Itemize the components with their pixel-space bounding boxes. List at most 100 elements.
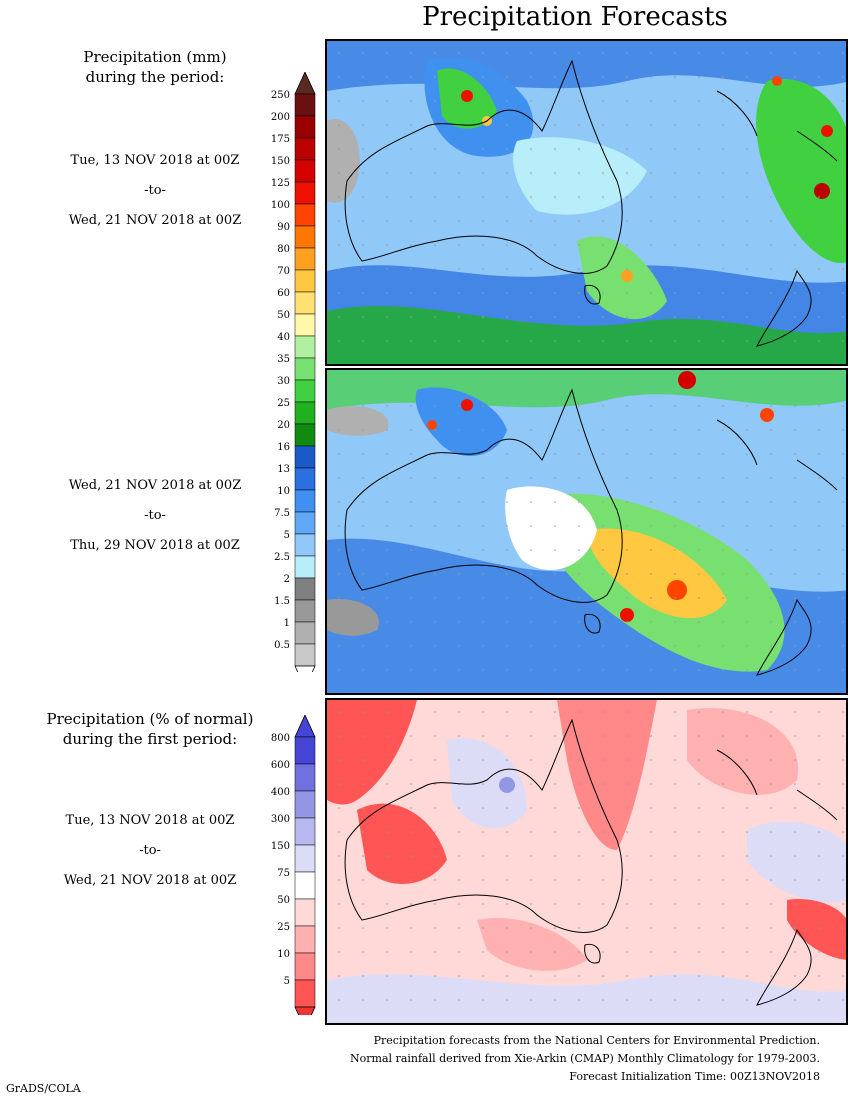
mm-legend-swatch (294, 203, 316, 227)
map-panel-period1 (325, 39, 848, 366)
pct-legend-swatch (294, 979, 316, 1008)
mm-legend-swatch (294, 489, 316, 513)
mm-legend-swatch (294, 137, 316, 161)
panel1-heading-line2: during the period: (85, 68, 225, 86)
pct-legend-tick-label: 50 (277, 895, 290, 906)
mm-legend-tick-label: 10 (277, 486, 290, 497)
mm-legend-tick-label: 5 (284, 530, 290, 541)
mm-legend-tick-label: 60 (277, 288, 290, 299)
mm-legend-tick-label: 16 (277, 442, 290, 453)
mm-legend-swatch (294, 577, 316, 601)
mm-legend-swatch (294, 533, 316, 557)
mm-legend-swatch (294, 225, 316, 249)
panel1-heading: Precipitation (mm) during the period: (40, 47, 270, 87)
pct-legend-swatch (294, 817, 316, 846)
precip-map-period2 (327, 370, 846, 693)
mm-legend-top-arrow (294, 72, 316, 95)
mm-legend-swatch (294, 643, 316, 667)
mm-legend-swatch (294, 313, 316, 337)
mm-legend-swatch (294, 159, 316, 183)
footer-line1: Precipitation forecasts from the Nationa… (373, 1034, 820, 1047)
mm-legend-swatch (294, 555, 316, 579)
panel2-start-date: Wed, 21 NOV 2018 at 00Z (68, 478, 242, 493)
percent-color-legend: 800 600 400 300 150 75 50 25 10 5 (271, 715, 316, 1015)
mm-legend-swatch (294, 621, 316, 645)
panel1-to: -to- (144, 183, 166, 198)
pct-legend-swatch (294, 844, 316, 873)
pct-legend-tick-label: 5 (284, 976, 290, 987)
pct-legend-swatch (294, 898, 316, 927)
map-panel-percent-normal (325, 698, 848, 1025)
pct-legend-swatch (294, 763, 316, 792)
mm-legend-swatch (294, 511, 316, 535)
grads-credit: GrADS/COLA (6, 1082, 81, 1095)
pct-legend-tick-label: 150 (271, 841, 290, 852)
mm-color-legend: 2502001751501251009080706050403530252016… (271, 72, 316, 672)
mm-legend-tick-label: 1.5 (274, 596, 290, 607)
page-title: Precipitation Forecasts (422, 2, 728, 32)
pct-legend-tick-label: 400 (271, 787, 290, 798)
panel2-end-date: Thu, 29 NOV 2018 at 00Z (70, 538, 240, 553)
mm-legend-tick-label: 80 (277, 244, 290, 255)
panel3-end-date: Wed, 21 NOV 2018 at 00Z (63, 873, 237, 888)
precip-map-period1 (327, 41, 846, 364)
pct-legend-swatch (294, 790, 316, 819)
mm-legend-tick-label: 2 (284, 574, 290, 585)
mm-legend-tick-label: 125 (271, 178, 290, 189)
mm-legend-tick-label: 70 (277, 266, 290, 277)
panel3-heading-line2: during the first period: (62, 730, 238, 748)
pct-legend-tick-label: 800 (271, 733, 290, 744)
mm-legend-tick-label: 50 (277, 310, 290, 321)
footer-line3: Forecast Initialization Time: 00Z13NOV20… (569, 1070, 820, 1083)
mm-legend-tick-label: 175 (271, 134, 290, 145)
panel1-start-date: Tue, 13 NOV 2018 at 00Z (70, 153, 240, 168)
pct-legend-tick-label: 600 (271, 760, 290, 771)
panel1-heading-line1: Precipitation (mm) (83, 48, 227, 66)
pct-legend-tick-label: 75 (277, 868, 290, 879)
mm-legend-tick-label: 90 (277, 222, 290, 233)
mm-legend-tick-label: 13 (277, 464, 290, 475)
pct-legend-tick-label: 10 (277, 949, 290, 960)
mm-legend-swatch (294, 115, 316, 139)
mm-legend-swatch (294, 335, 316, 359)
panel3-heading: Precipitation (% of normal) during the f… (35, 709, 265, 749)
mm-legend-bottom-arrow (294, 665, 316, 672)
pct-legend-swatch (294, 952, 316, 981)
pct-legend-bottom-arrow (294, 1006, 316, 1015)
pct-legend-swatch (294, 736, 316, 765)
mm-legend-swatch (294, 467, 316, 491)
mm-legend-tick-label: 7.5 (274, 508, 290, 519)
mm-legend-swatch (294, 93, 316, 117)
panel3-to: -to- (139, 843, 161, 858)
mm-legend-tick-label: 2.5 (274, 552, 290, 563)
percent-normal-map (327, 700, 846, 1023)
pct-legend-tick-label: 300 (271, 814, 290, 825)
panel2-to: -to- (144, 508, 166, 523)
mm-legend-swatch (294, 291, 316, 315)
mm-legend-tick-label: 100 (271, 200, 290, 211)
mm-legend-swatch (294, 423, 316, 447)
mm-legend-tick-label: 35 (277, 354, 290, 365)
mm-legend-tick-label: 20 (277, 420, 290, 431)
mm-legend-tick-label: 1 (284, 618, 290, 629)
mm-legend-swatch (294, 379, 316, 403)
mm-legend-tick-label: 200 (271, 112, 290, 123)
pct-legend-tick-label: 25 (277, 922, 290, 933)
mm-legend-swatch (294, 269, 316, 293)
mm-legend-tick-label: 150 (271, 156, 290, 167)
panel1-end-date: Wed, 21 NOV 2018 at 00Z (68, 213, 242, 228)
mm-legend-tick-label: 0.5 (274, 640, 290, 651)
pct-legend-swatch (294, 925, 316, 954)
mm-legend-swatch (294, 401, 316, 425)
mm-legend-swatch (294, 181, 316, 205)
panel3-start-date: Tue, 13 NOV 2018 at 00Z (65, 813, 235, 828)
mm-legend-swatch (294, 357, 316, 381)
footer-line2: Normal rainfall derived from Xie-Arkin (… (350, 1052, 820, 1065)
mm-legend-swatch (294, 599, 316, 623)
map-panel-period2 (325, 368, 848, 695)
mm-legend-tick-label: 250 (271, 90, 290, 101)
mm-legend-swatch (294, 247, 316, 271)
pct-legend-swatch (294, 871, 316, 900)
pct-legend-top-arrow (294, 715, 316, 738)
mm-legend-tick-label: 40 (277, 332, 290, 343)
